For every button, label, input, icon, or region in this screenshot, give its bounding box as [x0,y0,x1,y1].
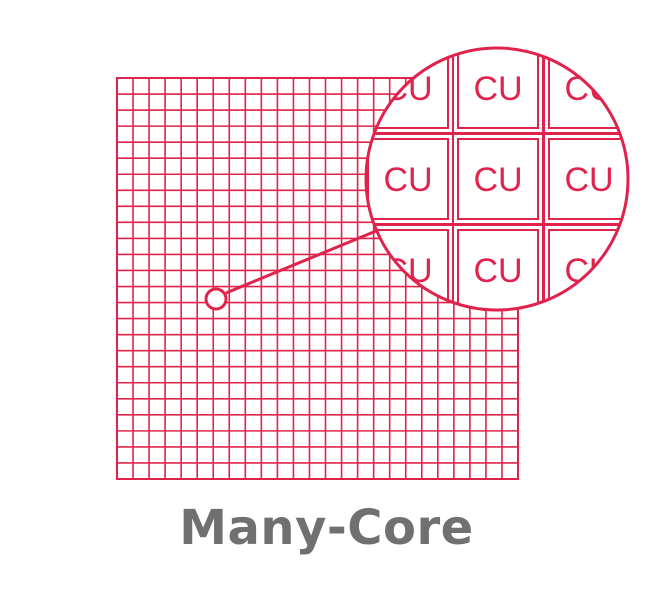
compute-unit-label: CU [564,70,613,108]
compute-unit-frame [543,224,628,310]
compute-unit-label: CU [383,161,432,199]
compute-unit-cell [367,138,449,220]
compute-unit-label: CU [383,70,432,108]
connector-line [225,229,377,295]
compute-unit-label: CU [473,252,522,290]
compute-unit-label: CU [473,70,522,108]
compute-unit-cell [457,48,539,129]
compute-unit-label: CU [564,252,613,290]
compute-unit-cell [457,229,539,310]
diagram-title: Many-Core [179,500,474,556]
compute-unit-cell [548,48,628,129]
compute-unit-label: CU [564,161,613,199]
selected-core-marker [204,287,228,311]
compute-unit-label: CU [473,161,522,199]
compute-unit-cell [457,138,539,220]
compute-unit-cell [548,138,628,220]
compute-unit-cell [548,229,628,310]
